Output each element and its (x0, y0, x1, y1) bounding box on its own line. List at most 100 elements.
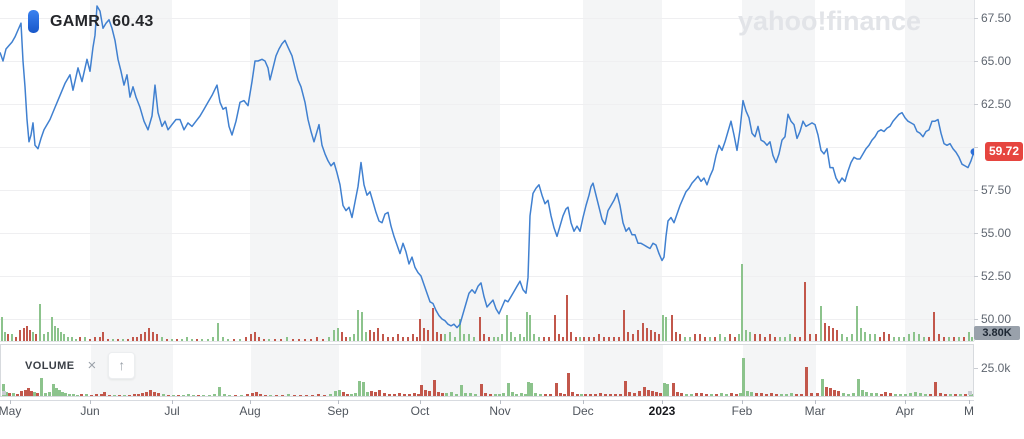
volume-bar (515, 393, 518, 396)
volume-bar (118, 394, 121, 396)
x-axis-label-sep[interactable]: Sep (327, 404, 349, 418)
volume-bar (218, 387, 221, 396)
mini-volume-bar (328, 336, 330, 341)
volume-bar (837, 390, 840, 396)
volume-bar (609, 393, 612, 396)
volume-bar (469, 392, 472, 396)
volume-bar (502, 392, 505, 396)
mini-volume-bar (650, 330, 652, 341)
mini-volume-bar (779, 336, 781, 341)
volume-bar (334, 390, 337, 396)
x-axis-label-jun[interactable]: Jun (80, 404, 100, 418)
mini-volume-bar (333, 330, 335, 341)
close-icon[interactable]: × (87, 357, 97, 374)
x-axis-label-2023[interactable]: 2023 (648, 404, 676, 418)
mini-volume-bar (598, 334, 600, 341)
volume-bar (255, 391, 258, 396)
panel-resize-handle-left[interactable] (2, 391, 6, 395)
mini-volume-bar (140, 334, 142, 341)
panel-resize-handle-right[interactable] (968, 391, 972, 395)
volume-bar (153, 391, 156, 396)
mini-volume-bar (468, 334, 470, 341)
x-axis-tick (90, 400, 91, 404)
mini-volume-bar (107, 338, 109, 341)
x-axis-label-oct[interactable]: Oct (410, 404, 430, 418)
symbol-header: GAMR 60.43 (28, 10, 154, 33)
y-axis-tick (974, 319, 978, 320)
mini-volume-bar (665, 316, 667, 341)
x-axis-label-aug[interactable]: Aug (239, 404, 261, 418)
x-axis-label-mar[interactable]: Mar (804, 404, 826, 418)
mini-volume-bar (533, 334, 535, 341)
volume-bar (417, 393, 420, 396)
x-axis-label-nov[interactable]: Nov (489, 404, 511, 418)
symbol-legend-icon (28, 10, 39, 33)
volume-bar (880, 393, 883, 396)
mini-volume-bar (618, 336, 620, 341)
mini-volume-bar (60, 332, 62, 341)
mini-volume-bar (923, 336, 925, 341)
price-chart-area[interactable]: yahoo!finance GAMR 60.43 (0, 0, 974, 342)
volume-bar (884, 391, 887, 396)
volume-bar (338, 389, 341, 396)
mini-volume-bar (579, 336, 581, 341)
volume-bar (281, 394, 284, 396)
mini-volume-bar (29, 330, 31, 341)
mini-volume-bar (874, 334, 876, 341)
volume-bar (494, 393, 497, 396)
mini-volume-bar (117, 338, 119, 341)
volume-bar (317, 393, 320, 396)
volume-bar (366, 391, 369, 396)
mini-volume-bar (436, 332, 438, 341)
volume-bar (544, 393, 547, 396)
volume-bar (197, 394, 200, 396)
mini-volume-bar (632, 334, 634, 341)
x-axis-label-dec[interactable]: Dec (572, 404, 594, 418)
volume-bar (746, 390, 749, 396)
price-line (0, 5, 974, 329)
x-axis-label-jul[interactable]: Jul (164, 404, 180, 418)
mini-volume-bar (94, 336, 96, 341)
volume-bar (949, 393, 952, 396)
x-axis-label-m[interactable]: M (964, 404, 974, 418)
mini-volume-bar (292, 338, 294, 341)
mini-volume-bar (23, 327, 25, 341)
volume-bar (269, 394, 272, 396)
volume-bar (141, 392, 144, 396)
price-line-chart (0, 5, 974, 329)
mini-volume-bar (63, 334, 65, 341)
mini-volume-bar (497, 336, 499, 341)
mini-volume-bar (734, 336, 736, 341)
volume-bar (810, 392, 813, 396)
mini-volume-bar (4, 332, 6, 341)
volume-panel[interactable]: VOLUME × ↑ (0, 344, 974, 397)
x-axis-tick (905, 400, 906, 404)
mini-volume-bar (588, 336, 590, 341)
mini-volume-bar (566, 294, 568, 341)
mini-volume-bar (943, 336, 945, 341)
volume-bar (58, 389, 61, 396)
last-price-dot (970, 148, 974, 156)
mini-volume-bar (227, 338, 229, 341)
mini-volume-bar (412, 334, 414, 341)
move-up-button[interactable]: ↑ (108, 352, 136, 379)
mini-volume-bar (54, 325, 56, 341)
volume-bar (323, 394, 326, 396)
x-axis-label-feb[interactable]: Feb (731, 404, 753, 418)
volume-bar (790, 392, 793, 396)
volume-bar (228, 394, 231, 396)
volume-bar (765, 393, 768, 396)
volume-bar (311, 394, 314, 396)
volume-bar (108, 394, 111, 396)
volume-bar (659, 392, 662, 396)
x-axis-label-may[interactable]: May (0, 404, 22, 418)
volume-bar (842, 392, 845, 396)
volume-bar (785, 393, 788, 396)
mini-volume-bar (144, 332, 146, 341)
x-axis-label-apr[interactable]: Apr (895, 404, 915, 418)
volume-bar (559, 392, 562, 396)
mini-volume-bar (440, 334, 442, 341)
volume-bar (246, 393, 249, 396)
volume-label: VOLUME (25, 359, 75, 372)
mini-volume-bar (694, 334, 696, 341)
